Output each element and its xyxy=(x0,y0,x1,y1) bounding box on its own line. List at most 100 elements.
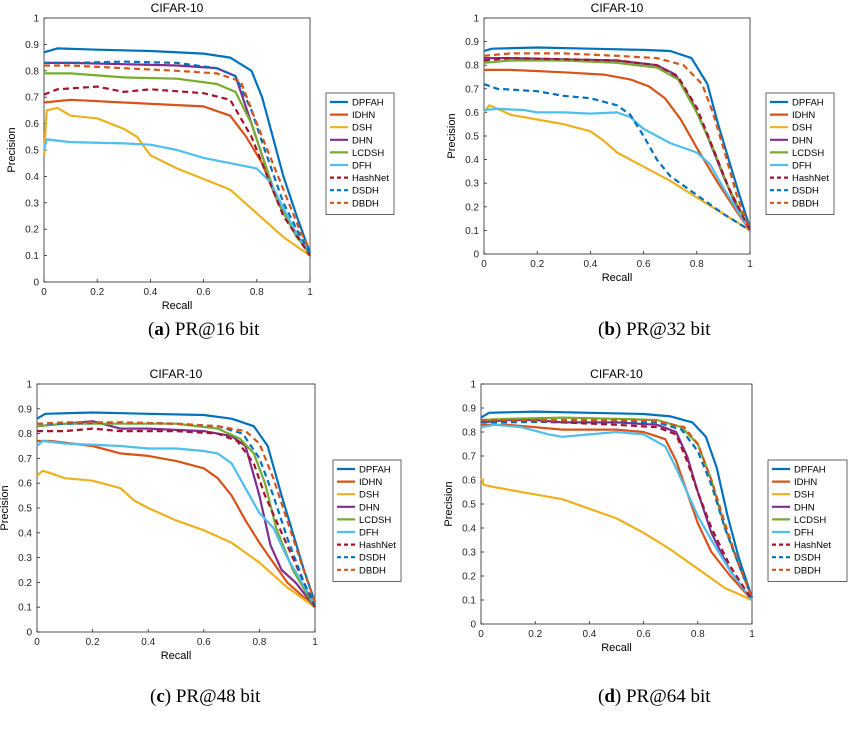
x-tick-label: 0.8 xyxy=(252,637,266,648)
series-line-dbdh xyxy=(483,52,752,231)
caption-text: PR@48 bit xyxy=(175,686,261,707)
legend-label: LCDSH xyxy=(352,148,384,159)
legend-label: HashNet xyxy=(359,540,396,551)
x-tick-label: 0.2 xyxy=(530,259,544,270)
x-tick-label: 0.6 xyxy=(637,259,651,270)
caption-text: PR@16 bit xyxy=(174,319,260,340)
legend-label: IDHN xyxy=(794,477,817,488)
y-tick-label: 0.3 xyxy=(25,198,39,209)
y-tick-label: 0.7 xyxy=(462,452,476,463)
series-line-hashnet xyxy=(43,85,311,257)
y-tick-label: 0.1 xyxy=(18,603,32,614)
x-tick-label: 0.6 xyxy=(197,637,211,648)
y-tick-label: 0.5 xyxy=(465,132,479,143)
y-tick-label: 0.4 xyxy=(25,172,39,183)
x-tick-label: 0 xyxy=(41,287,47,298)
y-tick-label: 0.6 xyxy=(18,479,32,490)
x-tick-label: 0.4 xyxy=(582,629,596,640)
legend-label: DBDH xyxy=(792,198,819,209)
series-line-dfh xyxy=(36,439,316,606)
legend-label: DBDH xyxy=(352,198,379,209)
legend-label: HashNet xyxy=(794,540,831,551)
x-tick-label: 0 xyxy=(478,629,484,640)
series-line-dfh xyxy=(483,107,751,231)
series-line-dsdh xyxy=(44,60,311,254)
series-line-dsh xyxy=(483,104,751,232)
y-tick-label: 0.6 xyxy=(462,476,476,487)
y-tick-label: 0 xyxy=(26,628,32,639)
y-tick-label: 0.9 xyxy=(25,40,39,51)
x-tick-label: 0.4 xyxy=(143,287,157,298)
y-axis-label: Precision xyxy=(6,127,18,172)
y-axis-label: Precision xyxy=(0,485,11,530)
legend-label: DHN xyxy=(352,135,373,146)
legend-label: DPFAH xyxy=(794,465,826,476)
panel-caption: (c) PR@48 bit xyxy=(150,686,261,707)
x-axis-label: Recall xyxy=(601,642,632,654)
chart-title: CIFAR-10 xyxy=(590,367,643,381)
series-line-hashnet xyxy=(483,57,751,231)
legend-label: DPFAH xyxy=(792,98,824,109)
series-line-dsh xyxy=(479,477,753,602)
legend-label: DSH xyxy=(359,490,379,501)
y-tick-label: 0.1 xyxy=(25,251,39,262)
series-line-dpfah xyxy=(480,410,754,598)
y-tick-label: 0.1 xyxy=(465,226,479,237)
y-tick-label: 0.4 xyxy=(465,155,479,166)
legend-box xyxy=(765,92,835,215)
legend-label: LCDSH xyxy=(794,515,826,526)
legend-label: IDHN xyxy=(792,110,815,121)
legend-label: IDHN xyxy=(352,110,375,121)
series-line-dbdh xyxy=(36,421,317,603)
panel-caption: (d) PR@64 bit xyxy=(598,686,711,707)
x-tick-label: 0.2 xyxy=(86,637,100,648)
legend-label: DSDH xyxy=(352,186,379,197)
legend-label: DSH xyxy=(352,123,372,134)
series-line-dsdh xyxy=(483,83,751,232)
legend-label: DPFAH xyxy=(359,465,391,476)
series-line-dbdh xyxy=(44,64,311,251)
legend-label: DHN xyxy=(359,502,380,513)
x-tick-label: 0 xyxy=(34,637,40,648)
y-tick-label: 0.3 xyxy=(18,553,32,564)
legend-label: DFH xyxy=(794,528,814,539)
legend-label: DFH xyxy=(792,161,812,172)
y-tick-label: 1 xyxy=(470,380,476,391)
y-tick-label: 0.4 xyxy=(462,524,476,535)
series-line-hashnet xyxy=(37,427,317,608)
y-tick-label: 0.5 xyxy=(25,146,39,157)
x-tick-label: 0.8 xyxy=(691,629,705,640)
y-axis-label: Precision xyxy=(446,113,458,158)
x-tick-label: 0.2 xyxy=(90,287,104,298)
series-line-dbdh xyxy=(481,418,754,599)
series-line-dsh xyxy=(42,106,311,257)
legend-label: DSDH xyxy=(359,553,386,564)
legend-label: DSH xyxy=(794,490,814,501)
x-tick-label: 0.6 xyxy=(637,629,651,640)
legend-label: DHN xyxy=(794,502,815,513)
chart-panel-2: CIFAR-10 0 0.2 0.4 0.6 0.8 1 0 0.1 0.2 0.3 0.4 0.5 0.… xyxy=(0,367,402,662)
series-line-idhn xyxy=(484,68,751,232)
y-tick-label: 0.8 xyxy=(18,429,32,440)
legend-label: IDHN xyxy=(359,477,382,488)
plot-frame xyxy=(483,17,751,255)
caption-letter: c xyxy=(156,686,165,707)
y-tick-label: 0.2 xyxy=(18,578,32,589)
y-tick-label: 1 xyxy=(473,14,479,25)
y-tick-label: 0 xyxy=(470,620,476,631)
series-line-dsdh xyxy=(481,420,754,599)
legend-label: DFH xyxy=(359,528,379,539)
series-line-dfh xyxy=(480,423,753,601)
y-tick-label: 1 xyxy=(26,380,32,391)
x-tick-label: 0.4 xyxy=(583,259,597,270)
x-tick-label: 0.2 xyxy=(528,629,542,640)
x-tick-label: 0.4 xyxy=(141,637,155,648)
chart-panel-1: CIFAR-10 0 0.2 0.4 0.6 0.8 1 0 0.1 0.2 0.3 0.4 0.5 0.… xyxy=(446,1,835,284)
series-line-dpfah xyxy=(36,411,317,603)
x-tick-label: 1 xyxy=(747,259,753,270)
y-tick-label: 0.5 xyxy=(462,500,476,511)
legend-label: LCDSH xyxy=(792,148,824,159)
y-tick-label: 0.8 xyxy=(25,66,39,77)
series-line-dhn xyxy=(480,418,753,601)
